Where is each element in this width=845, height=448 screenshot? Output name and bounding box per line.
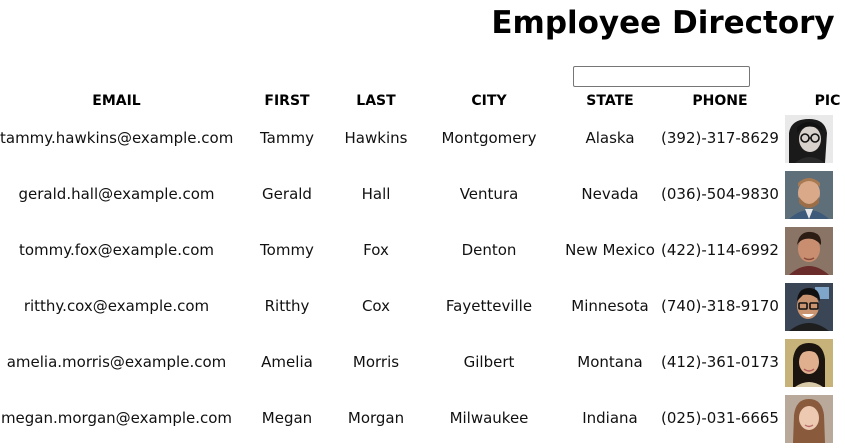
cell-last: Fox — [363, 241, 389, 259]
avatar — [785, 395, 833, 443]
avatar — [785, 171, 833, 219]
cell-phone: (036)-504-9830 — [661, 185, 779, 203]
cell-state: Nevada — [581, 185, 639, 203]
cell-city: Milwaukee — [449, 409, 529, 427]
column-header-city[interactable]: CITY — [471, 93, 507, 109]
cell-last: Morris — [352, 353, 400, 371]
portrait-woman-light-hair-icon — [785, 395, 833, 443]
avatar — [785, 283, 833, 331]
column-header-last[interactable]: LAST — [356, 93, 396, 109]
portrait-woman-dark-hair-icon — [785, 339, 833, 387]
column-header-phone[interactable]: PHONE — [692, 93, 748, 109]
cell-last: Cox — [361, 297, 391, 315]
cell-phone: (740)-318-9170 — [661, 297, 779, 315]
cell-city: Ventura — [459, 185, 519, 203]
column-header-email[interactable]: EMAIL — [92, 93, 141, 109]
cell-first: Ritthy — [264, 297, 310, 315]
cell-phone: (025)-031-6665 — [661, 409, 779, 427]
portrait-man-glasses-icon — [785, 283, 833, 331]
cell-city: Gilbert — [463, 353, 515, 371]
avatar — [785, 227, 833, 275]
column-header-first[interactable]: FIRST — [264, 93, 310, 109]
table-row: megan.morgan@example.com Megan Morgan Mi… — [0, 392, 845, 448]
search-input[interactable] — [573, 66, 750, 87]
cell-first: Amelia — [261, 353, 313, 371]
cell-email: ritthy.cox@example.com — [23, 297, 210, 315]
cell-city: Fayetteville — [445, 297, 533, 315]
portrait-man-dark-hair-icon — [785, 227, 833, 275]
column-header-state[interactable]: STATE — [586, 93, 634, 109]
cell-last: Hall — [361, 185, 391, 203]
cell-phone: (422)-114-6992 — [661, 241, 779, 259]
cell-city: Montgomery — [441, 129, 537, 147]
table-row: gerald.hall@example.com Gerald Hall Vent… — [0, 168, 845, 224]
cell-phone: (392)-317-8629 — [661, 129, 779, 147]
cell-first: Megan — [261, 409, 313, 427]
table-row: tammy.hawkins@example.com Tammy Hawkins … — [0, 112, 845, 168]
cell-email: gerald.hall@example.com — [18, 185, 215, 203]
cell-state: Montana — [577, 353, 643, 371]
cell-first: Tammy — [260, 129, 314, 147]
column-header-pic: PIC — [814, 93, 841, 109]
cell-last: Morgan — [347, 409, 405, 427]
cell-email: tommy.fox@example.com — [18, 241, 215, 259]
cell-email: tammy.hawkins@example.com — [0, 129, 234, 147]
cell-email: amelia.morris@example.com — [6, 353, 227, 371]
portrait-woman-glasses-icon — [785, 115, 833, 163]
cell-first: Gerald — [262, 185, 312, 203]
page-title: Employee Directory — [491, 5, 835, 41]
avatar — [785, 339, 833, 387]
cell-email: megan.morgan@example.com — [0, 409, 233, 427]
cell-city: Denton — [461, 241, 517, 259]
avatar — [785, 115, 833, 163]
cell-phone: (412)-361-0173 — [661, 353, 779, 371]
table-row: amelia.morris@example.com Amelia Morris … — [0, 336, 845, 392]
cell-first: Tommy — [260, 241, 314, 259]
table-row: tommy.fox@example.com Tommy Fox Denton N… — [0, 224, 845, 280]
cell-state: Minnesota — [571, 297, 649, 315]
cell-state: New Mexico — [565, 241, 655, 259]
cell-state: Alaska — [585, 129, 635, 147]
table-row: ritthy.cox@example.com Ritthy Cox Fayett… — [0, 280, 845, 336]
cell-last: Hawkins — [344, 129, 408, 147]
table-header: EMAIL FIRST LAST CITY STATE PHONE PIC — [0, 90, 845, 112]
cell-state: Indiana — [582, 409, 638, 427]
portrait-man-beard-icon — [785, 171, 833, 219]
